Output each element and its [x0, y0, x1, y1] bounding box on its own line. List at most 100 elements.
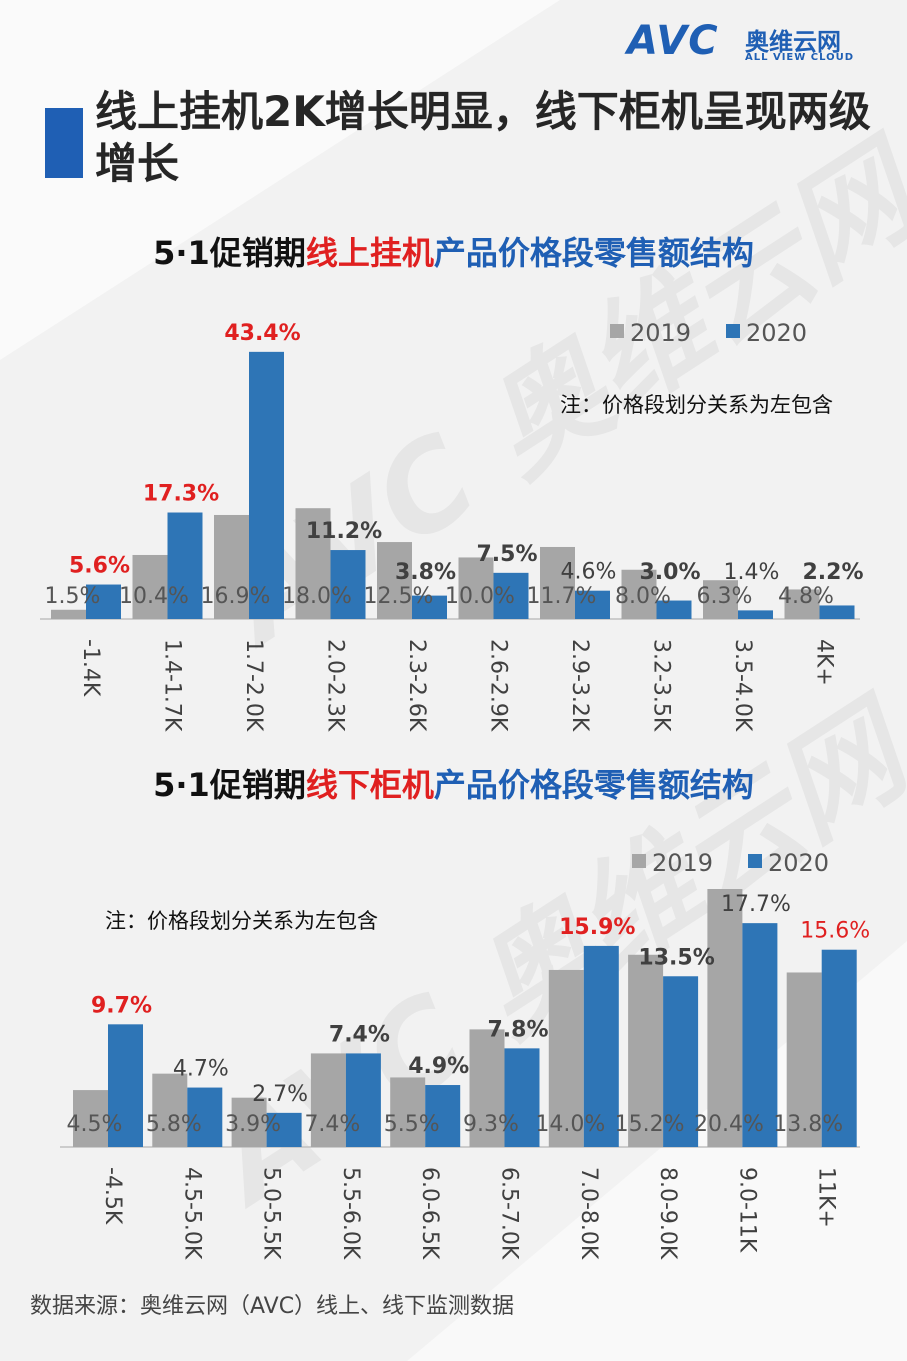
bar-2019-5	[458, 557, 494, 619]
data-label-2019: 14.0%	[535, 1112, 605, 1137]
page-title: 线上挂机2K增长明显，线下柜机呈现两级增长	[95, 87, 871, 188]
online-wall-ac-chart: 2019 2020 注：价格段划分关系为左包含 1.5% 5.6% 10.4% 17.…	[40, 319, 864, 732]
bar-2019-4	[377, 542, 412, 619]
tick-label: 5.5-6.0K	[338, 1167, 363, 1260]
tick-label: 2.6-2.9K	[486, 639, 511, 732]
tick-label: 2.0-2.3K	[323, 639, 348, 732]
legend-swatch-2020	[726, 324, 740, 338]
data-label-2019: 12.5%	[364, 584, 434, 609]
avc-logo: AVC 奥维云网 ALL VIEW CLOUD	[627, 18, 877, 68]
data-label-2020: 3.0%	[639, 560, 700, 585]
logo-name-cn: 奥维云网	[745, 28, 841, 56]
tick-label: 3.2-3.5K	[649, 639, 674, 732]
bars	[73, 889, 857, 1147]
bar-2020-3	[345, 1053, 381, 1147]
bar-2020-9	[819, 605, 855, 619]
data-label-2020: 7.4%	[329, 1022, 390, 1047]
title-accent-bar	[45, 108, 83, 178]
data-label-2020: 17.3%	[143, 482, 219, 507]
data-label-2019: 6.3%	[697, 584, 753, 609]
subtitle-part: 产品价格段零售额结构	[433, 766, 754, 804]
data-label-2020: 4.7%	[173, 1057, 229, 1082]
data-label-2019: 4.8%	[778, 584, 834, 609]
background-shape	[0, 0, 560, 360]
data-labels: 4.5% 9.7% 5.8% 4.7% 3.9% 2.7% 7.4% 7.4% 5.5% 4.9%…	[67, 892, 871, 1137]
chart-note: 注：价格段划分关系为左包含	[105, 909, 378, 933]
data-label-2019: 15.2%	[615, 1112, 685, 1137]
bar-2020-0	[86, 584, 121, 619]
tick-label: 8.0-9.0K	[655, 1167, 680, 1260]
tick-label: 5.0-5.5K	[259, 1167, 284, 1260]
bar-2020-0	[108, 1024, 143, 1147]
data-label-2020: 2.2%	[802, 560, 863, 585]
bar-2020-4	[412, 595, 447, 619]
tick-labels: -1.4K 1.4-1.7K 1.7-2.0K 2.0-2.3K 2.3-2.6K 2.6…	[78, 639, 837, 732]
subtitle-part: 线下柜机	[305, 766, 434, 804]
legend-label-2020: 2020	[746, 319, 807, 347]
data-label-2019: 20.4%	[694, 1112, 764, 1137]
data-label-2019: 3.9%	[225, 1112, 281, 1137]
bar-2019-1	[152, 1073, 188, 1147]
bar-2020-6	[575, 590, 610, 619]
legend-swatch-2020	[748, 854, 762, 868]
data-label-2019: 5.8%	[146, 1112, 202, 1137]
data-label-2019: 4.5%	[67, 1112, 123, 1137]
tick-label: -1.4K	[78, 639, 103, 697]
logo-name-en: ALL VIEW CLOUD	[745, 52, 855, 63]
data-label-2020: 7.5%	[476, 542, 537, 567]
bar-2019-5	[469, 1029, 505, 1147]
data-label-2019: 16.9%	[201, 584, 271, 609]
legend-swatch-2019	[632, 854, 646, 868]
tick-label: 4K+	[812, 639, 837, 686]
chart-2-subtitle: 5·1促销期线下柜机产品价格段零售额结构	[0, 760, 907, 806]
legend: 2019 2020	[632, 849, 829, 877]
bar-2020-6	[583, 945, 619, 1147]
data-label-2020: 5.6%	[69, 554, 130, 579]
data-label-2020: 9.7%	[91, 993, 152, 1018]
bar-2019-7	[621, 569, 657, 619]
bar-2019-4	[390, 1077, 426, 1147]
bar-2019-8	[707, 889, 743, 1147]
legend-label-2020: 2020	[768, 849, 829, 877]
data-label-2020: 3.8%	[395, 560, 456, 585]
offline-floor-ac-chart: 2019 2020 注：价格段划分关系为左包含 4.5% 9.7% 5.8% 4.7%…	[60, 849, 871, 1260]
data-label-2019: 13.8%	[773, 1112, 843, 1137]
data-label-2019: 11.7%	[527, 584, 597, 609]
data-label-2020: 1.4%	[724, 560, 780, 585]
bar-2020-3	[330, 550, 366, 619]
bar-2019-2	[214, 514, 249, 619]
legend-label-2019: 2019	[630, 319, 691, 347]
data-label-2020: 15.6%	[800, 919, 870, 944]
bar-2020-1	[167, 512, 203, 619]
data-label-2019: 5.5%	[384, 1112, 440, 1137]
tick-label: 6.0-6.5K	[417, 1167, 442, 1260]
bar-2019-6	[540, 546, 575, 619]
tick-label: 7.0-8.0K	[576, 1167, 601, 1260]
bar-2019-8	[703, 580, 738, 619]
tick-label: 2.3-2.6K	[404, 639, 429, 732]
data-label-2019: 9.3%	[463, 1112, 519, 1137]
subtitle-part: 产品价格段零售额结构	[433, 234, 754, 272]
bar-2020-8	[742, 923, 778, 1147]
data-label-2019: 10.4%	[119, 584, 189, 609]
tick-label: 2.9-3.2K	[567, 639, 592, 732]
subtitle-part: 5·1促销期	[153, 234, 306, 272]
bar-2020-8	[738, 610, 773, 619]
bar-2019-9	[784, 589, 820, 619]
data-label-2020: 43.4%	[224, 321, 300, 346]
data-labels: 1.5% 5.6% 10.4% 17.3% 16.9% 43.4% 18.0% 11.2% 12…	[45, 321, 864, 609]
bar-2020-1	[187, 1087, 223, 1147]
bar-2020-9	[821, 949, 857, 1147]
bar-2019-9	[786, 972, 822, 1147]
tick-label: 1.4-1.7K	[160, 639, 185, 732]
bar-2019-0	[51, 609, 86, 619]
data-label-2020: 2.7%	[252, 1082, 308, 1107]
bar-2019-1	[132, 554, 168, 619]
tick-label: -4.5K	[100, 1167, 125, 1225]
chart-note: 注：价格段划分关系为左包含	[560, 393, 833, 417]
data-label-2020: 17.7%	[721, 892, 791, 917]
logo-text: AVC	[627, 18, 719, 64]
tick-label: 1.7-2.0K	[241, 639, 266, 732]
bars	[51, 351, 855, 619]
bar-2019-2	[231, 1097, 267, 1147]
